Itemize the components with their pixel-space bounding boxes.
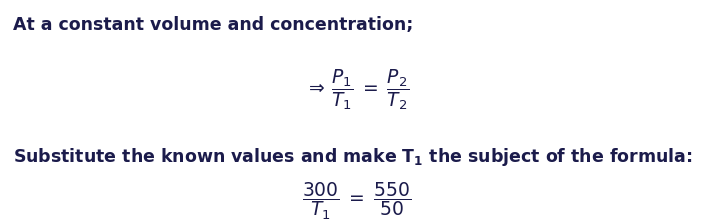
Text: At a constant volume and concentration;: At a constant volume and concentration; <box>13 16 413 34</box>
Text: $\dfrac{300}{T_1}\;=\;\dfrac{550}{50}$: $\dfrac{300}{T_1}\;=\;\dfrac{550}{50}$ <box>303 181 411 222</box>
Text: Substitute the known values and make $\mathbf{T_1}$ the subject of the formula:: Substitute the known values and make $\m… <box>13 146 693 168</box>
Text: $\Rightarrow\,\dfrac{P_1}{T_1}\;=\;\dfrac{P_2}{T_2}$: $\Rightarrow\,\dfrac{P_1}{T_1}\;=\;\dfra… <box>305 67 409 112</box>
